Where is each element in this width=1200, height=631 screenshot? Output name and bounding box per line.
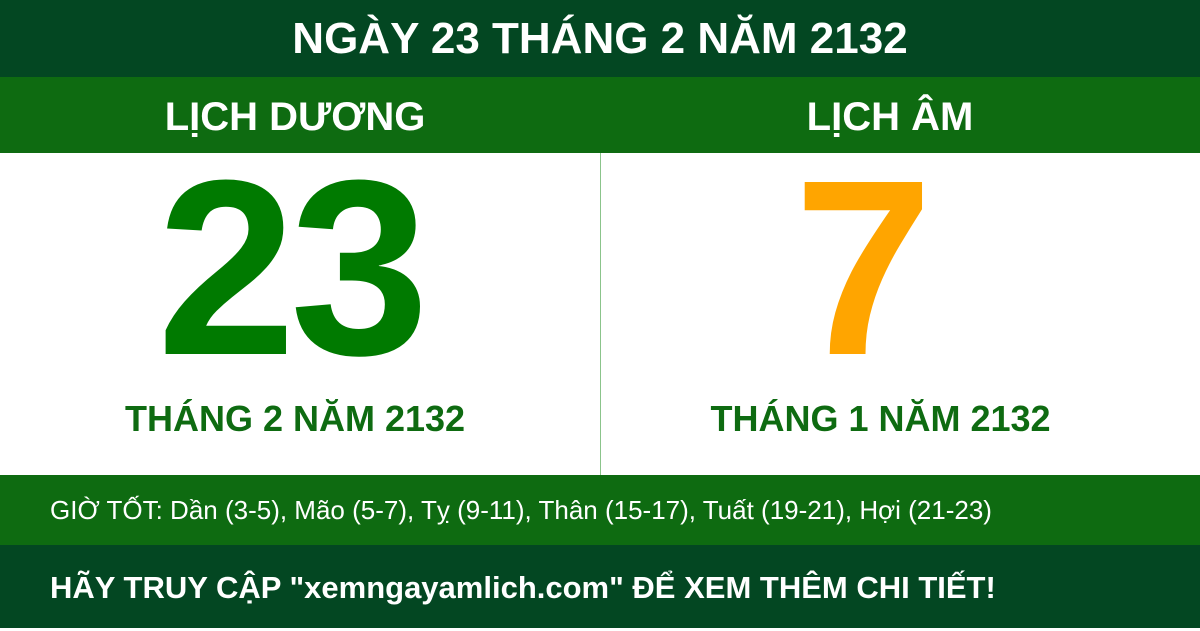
page-title: NGÀY 23 THÁNG 2 NĂM 2132 <box>0 0 1200 77</box>
lunar-header: LỊCH ÂM <box>580 77 1200 153</box>
solar-panel: 23 THÁNG 2 NĂM 2132 <box>0 128 590 475</box>
good-hours: GIỜ TỐT: Dần (3-5), Mão (5-7), Tỵ (9-11)… <box>0 475 1200 545</box>
solar-day: 23 <box>156 128 429 407</box>
solar-header: LỊCH DƯƠNG <box>0 77 590 153</box>
divider <box>600 153 601 475</box>
lunar-panel: 7 THÁNG 1 NĂM 2132 <box>601 143 1200 475</box>
lunar-month-year: THÁNG 1 NĂM 2132 <box>710 398 1051 439</box>
lunar-day: 7 <box>793 128 933 407</box>
footer-cta: HÃY TRUY CẬP "xemngayamlich.com" ĐỂ XEM … <box>0 545 1200 628</box>
solar-month-year: THÁNG 2 NĂM 2132 <box>124 398 466 439</box>
